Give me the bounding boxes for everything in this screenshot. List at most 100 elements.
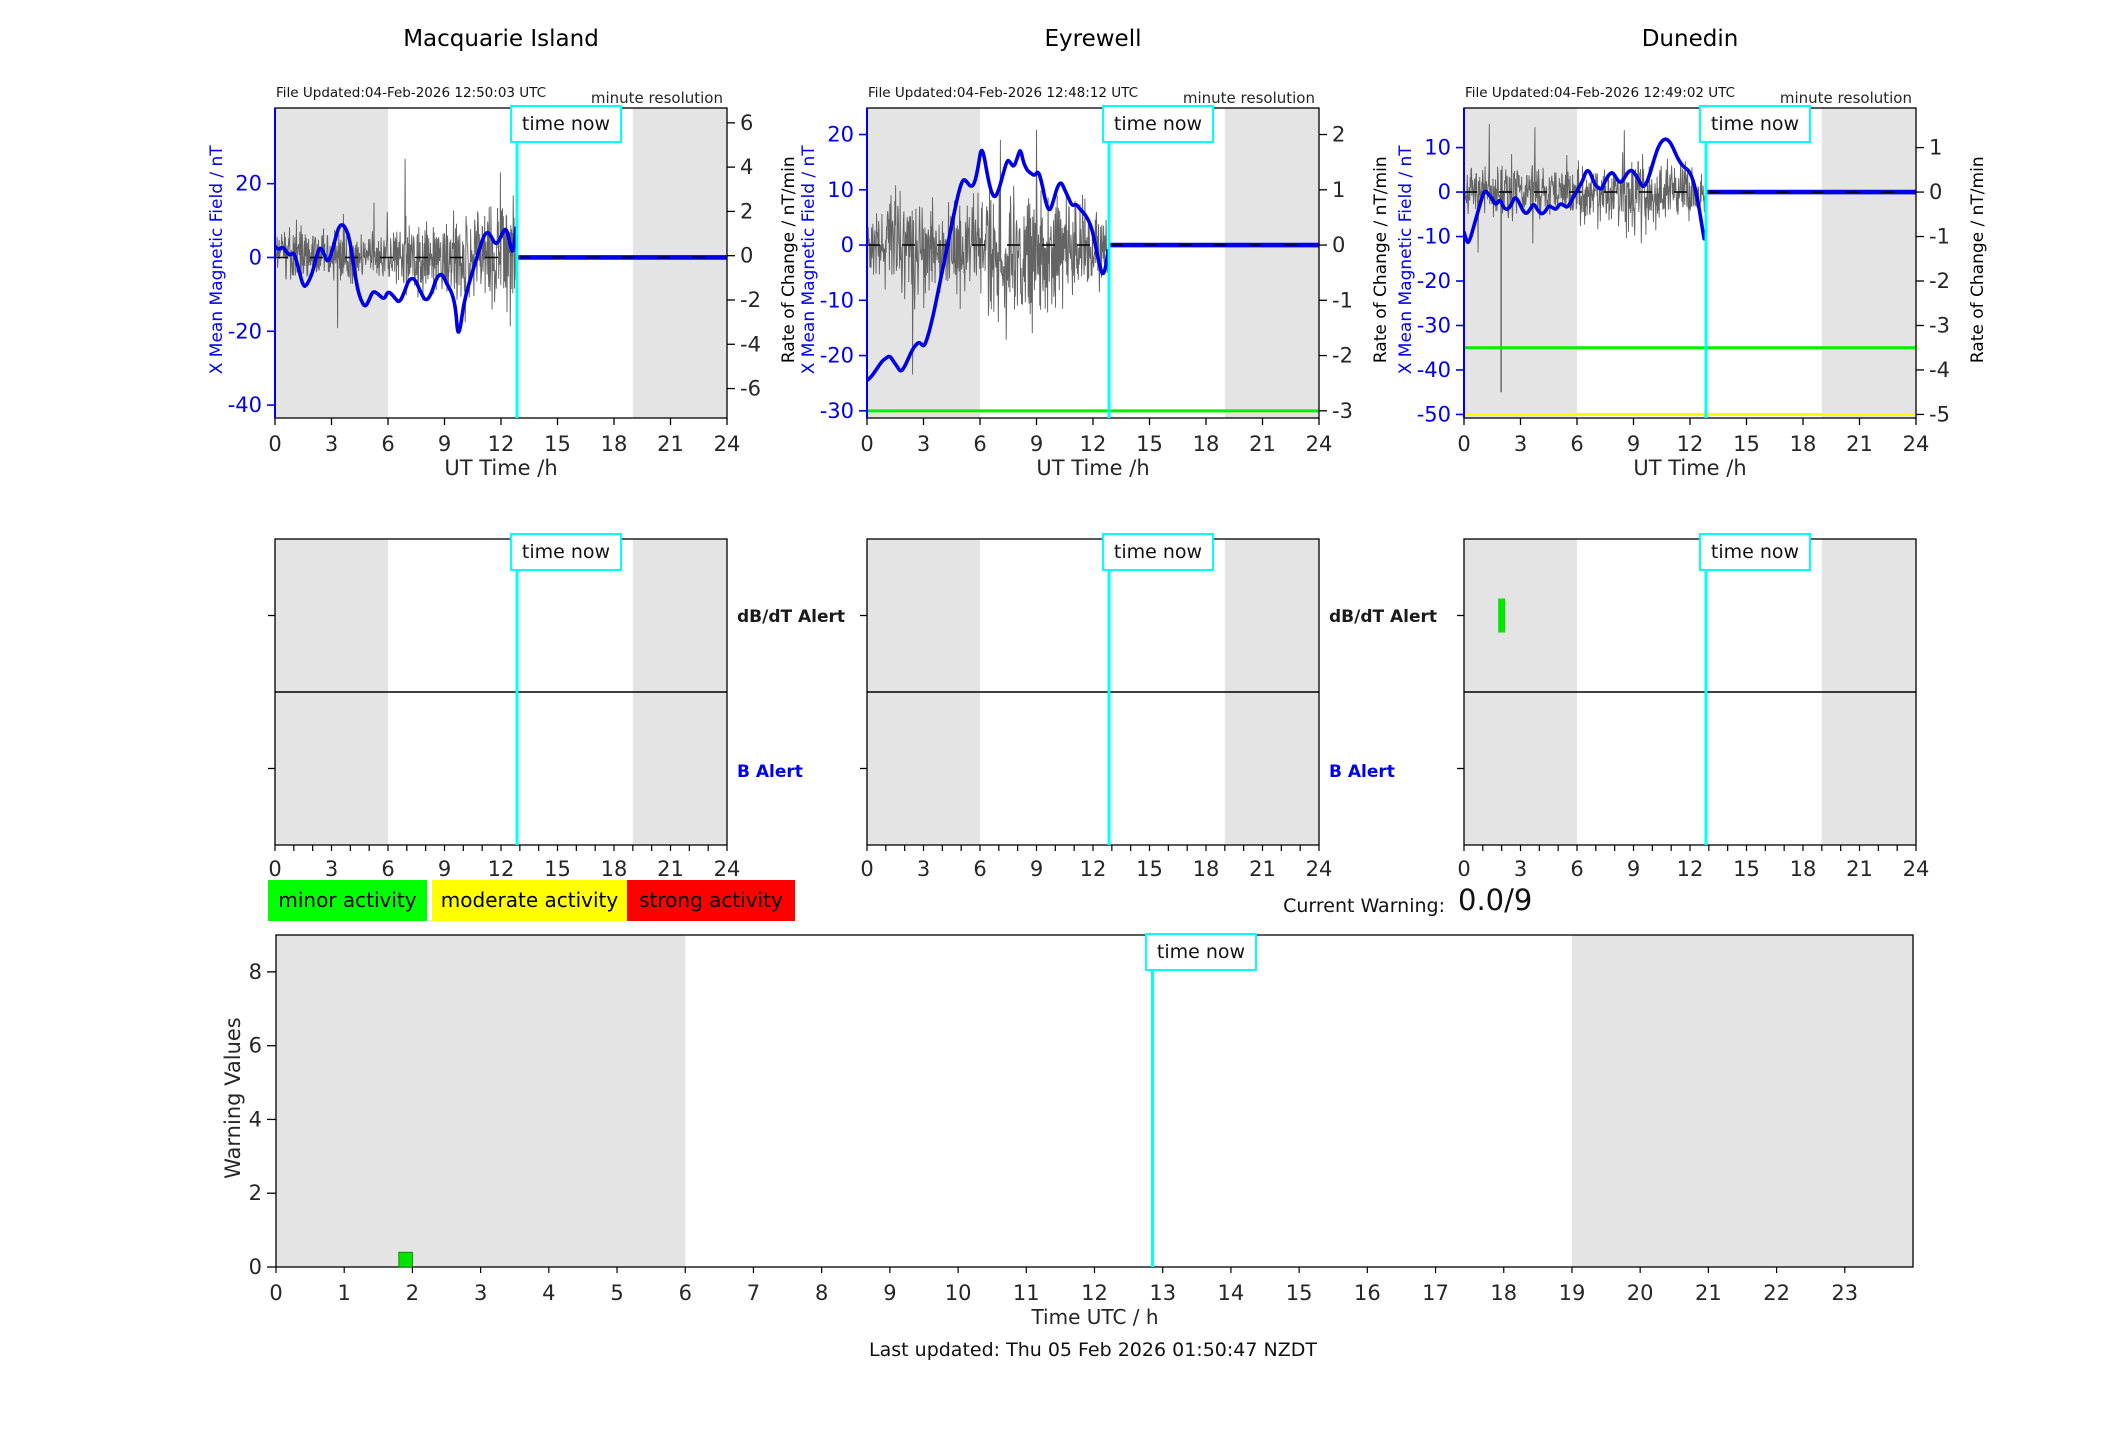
y-tick-label: 4 [249,1107,262,1131]
time-now-label: time now [510,533,622,571]
x-tick-label: 3 [1514,432,1527,456]
right-y-axis-label: Rate of Change / nT/min [1371,156,1392,364]
legend-strong-activity: strong activity [627,880,795,921]
right-tick-label: -3 [1929,313,1950,337]
x-mean-magnetic-field-line [1464,137,1706,244]
night-shading-band [276,935,686,1267]
right-tick-label: -4 [740,332,761,356]
x-tick-label: 17 [1422,1281,1449,1305]
x-mean-magnetic-field-line [867,148,1110,383]
x-tick-label: 16 [1354,1281,1381,1305]
right-y-axis-label: Rate of Change / nT/min [1968,156,1989,364]
x-tick-label: 18 [601,432,628,456]
x-tick-label: 5 [610,1281,623,1305]
x-tick-label: 3 [325,432,338,456]
x-tick-label: 7 [747,1281,760,1305]
warning-value-bar [398,1251,413,1268]
x-axis-label: UT Time /h [444,456,558,480]
x-tick-label: 8 [815,1281,828,1305]
file-updated-eyrewell: File Updated:04-Feb-2026 12:48:12 UTC [868,85,1139,101]
x-tick-label: 3 [1514,857,1527,881]
x-tick-label: 6 [1570,857,1583,881]
x-tick-label: 6 [1570,432,1583,456]
x-axis-label: UT Time /h [1036,456,1150,480]
x-tick-label: 0 [860,432,873,456]
resolution-note: minute resolution [1779,89,1912,107]
left-tick-label: -40 [228,393,262,417]
right-tick-label: 4 [740,155,753,179]
x-tick-label: 18 [1193,857,1220,881]
right-tick-label: 2 [1332,123,1345,147]
right-tick-label: -5 [1929,402,1950,426]
x-tick-label: 24 [1903,857,1930,881]
x-tick-label: 23 [1831,1281,1858,1305]
left-y-axis-label: X Mean Magnetic Field / nT [1396,145,1417,375]
left-tick-label: 10 [1424,136,1451,160]
station-title-macquarie: Macquarie Island [403,26,599,52]
x-tick-label: 12 [1081,1281,1108,1305]
x-tick-label: 18 [1490,1281,1517,1305]
x-tick-label: 21 [1846,857,1873,881]
alert-event-bar [1498,598,1506,633]
last-updated-text: Last updated: Thu 05 Feb 2026 01:50:47 N… [869,1339,1317,1361]
x-tick-label: 24 [714,432,741,456]
x-tick-label: 15 [1286,1281,1313,1305]
x-tick-label: 0 [860,857,873,881]
left-tick-label: -20 [1417,269,1451,293]
x-tick-label: 15 [1733,857,1760,881]
x-tick-label: 12 [1677,432,1704,456]
left-tick-label: 20 [827,123,854,147]
x-tick-label: 1 [338,1281,351,1305]
x-tick-label: 0 [1457,857,1470,881]
time-now-label: time now [1102,533,1214,571]
x-tick-label: 0 [268,857,281,881]
left-tick-label: -20 [228,319,262,343]
x-tick-label: 14 [1218,1281,1245,1305]
x-tick-label: 22 [1763,1281,1790,1305]
x-tick-label: 18 [601,857,628,881]
x-tick-label: 12 [1677,857,1704,881]
file-updated-macquarie: File Updated:04-Feb-2026 12:50:03 UTC [276,85,547,101]
left-tick-label: -20 [820,344,854,368]
x-tick-label: 15 [1733,432,1760,456]
left-y-axis-label: X Mean Magnetic Field / nT [207,145,228,375]
x-tick-label: 9 [1627,432,1640,456]
time-utc-axis-label: Time UTC / h [1031,1305,1159,1329]
x-tick-label: 24 [714,857,741,881]
x-tick-label: 0 [268,432,281,456]
resolution-note: minute resolution [590,89,723,107]
x-tick-label: 0 [269,1281,282,1305]
x-tick-label: 6 [973,432,986,456]
left-tick-label: 0 [841,233,854,257]
x-tick-label: 6 [381,432,394,456]
y-tick-label: 6 [249,1034,262,1058]
x-tick-label: 18 [1790,432,1817,456]
left-tick-label: -50 [1417,402,1451,426]
x-tick-label: 21 [1249,857,1276,881]
time-now-label: time now [1102,105,1214,143]
right-tick-label: 0 [1332,233,1345,257]
y-tick-label: 2 [249,1181,262,1205]
station-title-eyrewell: Eyrewell [1044,26,1142,52]
right-tick-label: 1 [1332,178,1345,202]
right-tick-label: -1 [1332,288,1353,312]
x-tick-label: 11 [1013,1281,1040,1305]
time-now-label: time now [510,105,622,143]
x-tick-label: 15 [1136,432,1163,456]
x-tick-label: 18 [1193,432,1220,456]
current-warning-label: Current Warning: [1283,895,1445,917]
x-tick-label: 12 [488,857,515,881]
left-tick-label: 0 [1438,180,1451,204]
x-tick-label: 15 [544,857,571,881]
right-tick-label: 6 [740,111,753,135]
left-tick-label: 0 [249,245,262,269]
right-tick-label: -3 [1332,399,1353,423]
time-now-label: time now [1699,533,1811,571]
current-warning-value: 0.0/9 [1458,883,1533,917]
x-tick-label: 20 [1627,1281,1654,1305]
x-tick-label: 21 [657,432,684,456]
x-tick-label: 13 [1149,1281,1176,1305]
x-tick-label: 21 [1695,1281,1722,1305]
